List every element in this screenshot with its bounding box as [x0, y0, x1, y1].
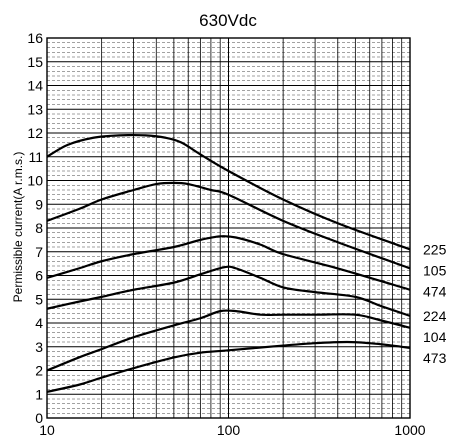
- y-tick-label: 9: [35, 196, 43, 212]
- y-tick-label: 10: [27, 173, 43, 189]
- series-label-225: 225: [423, 241, 447, 257]
- series-labels: 225 105 474 224 104 473: [423, 241, 447, 366]
- series-line-104: [46, 309, 411, 372]
- series-label-474: 474: [423, 283, 447, 299]
- y-tick-label: 0: [35, 410, 43, 426]
- series-line-473: [46, 340, 411, 393]
- series-label-105: 105: [423, 262, 447, 278]
- series-line-105: [46, 181, 411, 270]
- y-tick-label: 5: [35, 291, 43, 307]
- y-tick-label: 13: [27, 101, 43, 117]
- chart-title: 630Vdc: [199, 11, 257, 30]
- series-label-104: 104: [423, 329, 447, 345]
- y-tick-label: 1: [35, 386, 43, 402]
- y-tick-label: 15: [27, 54, 43, 70]
- series-line-225: [46, 133, 411, 251]
- series-label-224: 224: [423, 308, 447, 324]
- y-tick-label: 8: [35, 220, 43, 236]
- y-tick-label: 6: [35, 268, 43, 284]
- y-tick-label: 14: [27, 78, 43, 94]
- x-tick-label: 10: [39, 422, 55, 438]
- series-label-473: 473: [423, 350, 447, 366]
- x-tick-label: 100: [217, 422, 241, 438]
- y-tick-label: 7: [35, 244, 43, 260]
- y-axis-label: Permissible current(A r.m.s.): [11, 152, 25, 303]
- y-tick-label: 16: [27, 30, 43, 46]
- y-tick-label: 2: [35, 363, 43, 379]
- series-layer: [46, 133, 411, 393]
- y-tick-label: 4: [35, 315, 43, 331]
- y-tick-label: 11: [28, 149, 43, 165]
- series-line-224: [46, 265, 411, 317]
- plot-frame: [46, 37, 411, 419]
- x-tick-label: 1000: [394, 422, 425, 438]
- grid: [46, 37, 410, 419]
- y-tick-label: 12: [27, 125, 43, 141]
- y-tick-label: 3: [35, 339, 43, 355]
- series-line-474: [46, 235, 411, 291]
